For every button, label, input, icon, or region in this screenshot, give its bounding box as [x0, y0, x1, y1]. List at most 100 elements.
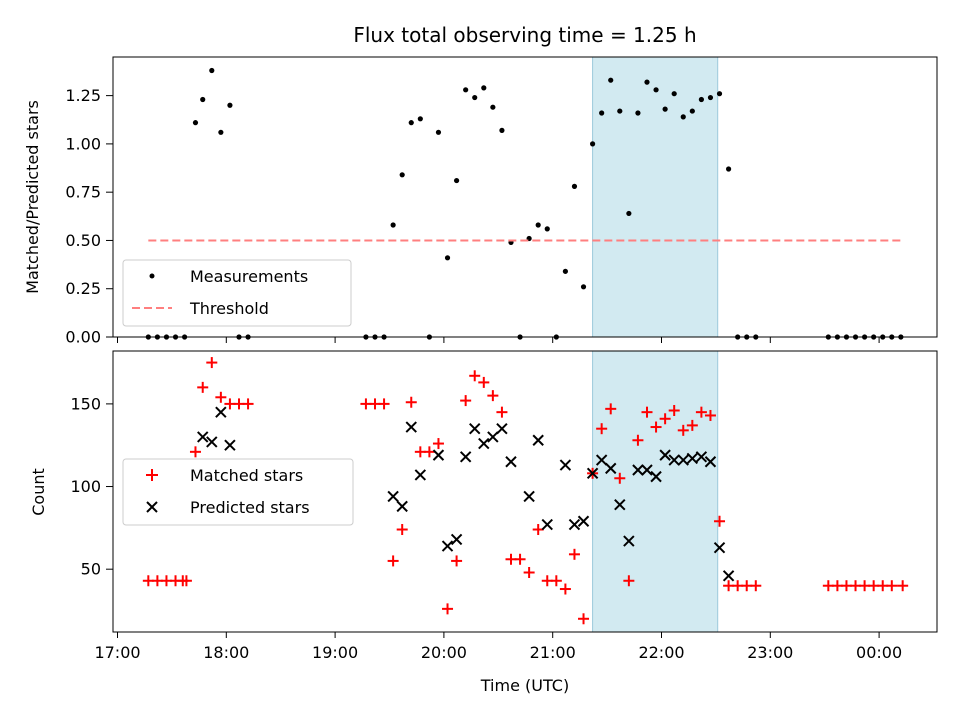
predicted-star-point — [414, 469, 427, 481]
measurement-point — [192, 120, 199, 126]
matched-star-point — [396, 524, 408, 536]
measurement-point — [399, 172, 405, 178]
matched-star-point — [596, 423, 608, 435]
matched-star-point — [695, 406, 707, 418]
matched-star-point — [714, 515, 726, 527]
measurement-point — [544, 226, 550, 232]
predicted-star-point — [577, 515, 590, 527]
predicted-star-point — [432, 449, 445, 461]
legend-plus-icon — [146, 469, 158, 481]
predicted-star-point — [197, 431, 209, 443]
matched-star-point — [704, 409, 716, 421]
predicted-star-point — [704, 456, 717, 468]
matched-star-point — [206, 357, 218, 369]
measurement-point — [608, 77, 614, 83]
x-tick-label: 21:00 — [530, 643, 576, 662]
measurement-point — [589, 141, 596, 147]
matched-star-point — [215, 391, 227, 403]
legend-threshold-label: Threshold — [189, 299, 269, 318]
measurement-point — [653, 87, 659, 93]
matched-star-point — [614, 472, 626, 484]
top-x-axis — [117, 337, 880, 343]
predicted-star-point — [559, 459, 572, 471]
predicted-star-point — [623, 535, 635, 547]
matched-star-point — [496, 406, 508, 418]
x-axis-label: Time (UTC) — [480, 676, 569, 695]
matched-star-point — [623, 575, 635, 587]
predicted-star-point — [459, 451, 472, 463]
x-tick-label: 23:00 — [747, 643, 793, 662]
measurement-point — [481, 85, 487, 91]
measurement-point — [490, 104, 496, 110]
matched-star-point — [668, 405, 680, 417]
measurement-point — [535, 222, 541, 228]
predicted-star-point — [224, 439, 236, 451]
measurement-point — [472, 94, 478, 101]
matched-star-point — [750, 580, 762, 592]
measurement-point — [227, 102, 233, 108]
matched-star-point — [180, 575, 192, 587]
top-legend: Measurements Threshold — [122, 259, 352, 327]
matched-star-point — [197, 381, 209, 393]
top-y-axis-label: Matched/Predicted stars — [23, 100, 42, 294]
matched-star-point — [423, 446, 435, 458]
predicted-star-point — [641, 464, 653, 476]
measurement-point — [644, 79, 650, 85]
predicted-star-point — [614, 499, 626, 511]
bottom-y-axis: 50 100 150 — [70, 394, 113, 579]
predicted-star-point — [396, 500, 408, 513]
y-tick-label: 1.25 — [65, 86, 101, 105]
y-tick-label: 50 — [81, 560, 101, 579]
bottom-marks — [142, 357, 909, 625]
y-tick-label: 150 — [70, 394, 101, 413]
y-tick-label: 0.50 — [65, 231, 101, 250]
legend-matched-label: Matched stars — [190, 466, 303, 485]
observing-window-span — [592, 56, 719, 338]
chart-title: Flux total observing time = 1.25 h — [353, 23, 696, 47]
measurement-point — [453, 177, 460, 184]
top-axes-frame — [112, 56, 938, 338]
measurement-point — [209, 67, 215, 74]
predicted-star-point — [722, 570, 735, 582]
measurement-point — [716, 91, 723, 97]
matched-star-point — [659, 413, 671, 425]
predicted-star-point — [650, 470, 662, 483]
measurement-point — [200, 96, 206, 103]
y-tick-label: 0.25 — [65, 279, 101, 298]
legend-dot-icon — [149, 273, 155, 279]
matched-star-point — [650, 421, 662, 433]
matched-star-point — [550, 575, 562, 587]
matched-star-point — [641, 406, 653, 418]
bottom-highlight-span — [592, 350, 719, 633]
y-tick-label: 0.00 — [65, 328, 101, 347]
predicted-star-point — [541, 518, 553, 531]
legend-predicted-label: Predicted stars — [190, 498, 310, 517]
predicted-star-point — [206, 436, 218, 448]
matched-star-point — [886, 580, 898, 592]
measurement-point — [463, 87, 469, 93]
matched-star-point — [487, 390, 499, 402]
predicted-star-point — [215, 406, 227, 418]
top-highlight-span — [592, 56, 719, 338]
predicted-star-point — [450, 533, 463, 546]
measurement-point — [680, 114, 686, 120]
matched-star-point — [478, 376, 490, 388]
matched-star-point — [460, 395, 472, 407]
matched-star-point — [677, 424, 689, 436]
matched-star-point — [514, 553, 526, 565]
measurement-point — [390, 222, 396, 228]
predicted-star-point — [586, 467, 599, 480]
matched-star-point — [559, 583, 571, 595]
predicted-star-point — [659, 449, 671, 461]
measurement-point — [218, 129, 224, 135]
matched-star-point — [632, 434, 644, 446]
predicted-star-point — [568, 518, 581, 531]
matched-star-point — [405, 396, 417, 408]
measurement-point — [562, 268, 568, 274]
measurement-point — [599, 110, 605, 116]
matched-star-point — [523, 566, 535, 578]
predicted-star-point — [441, 540, 454, 552]
predicted-star-point — [632, 464, 644, 476]
predicted-star-point — [505, 456, 517, 468]
